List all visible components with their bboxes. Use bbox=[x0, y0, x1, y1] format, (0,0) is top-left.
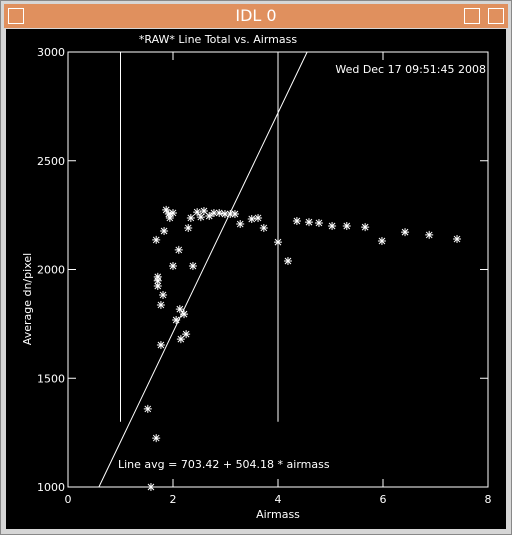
point bbox=[182, 330, 191, 339]
y-tick-label: 2000 bbox=[37, 264, 65, 277]
point bbox=[152, 235, 161, 244]
timestamp: Wed Dec 17 09:51:45 2008 bbox=[335, 63, 486, 76]
point bbox=[328, 222, 337, 230]
x-tick-label: 6 bbox=[380, 493, 387, 506]
maximize-button[interactable] bbox=[488, 8, 504, 24]
point bbox=[247, 215, 256, 224]
point bbox=[153, 282, 162, 291]
point bbox=[156, 300, 165, 309]
point bbox=[226, 210, 235, 219]
point bbox=[230, 210, 239, 219]
point bbox=[188, 262, 197, 271]
point bbox=[314, 218, 323, 227]
point bbox=[401, 228, 410, 237]
point bbox=[164, 210, 173, 219]
point bbox=[146, 483, 155, 491]
fit-annotation: Line avg = 703.42 + 504.18 * airmass bbox=[118, 458, 330, 471]
point bbox=[283, 257, 292, 266]
x-tick-label: 8 bbox=[485, 493, 492, 506]
minimize-button[interactable] bbox=[464, 8, 480, 24]
point bbox=[304, 218, 313, 227]
point bbox=[172, 315, 181, 324]
y-tick-label: 2500 bbox=[37, 155, 65, 168]
point bbox=[159, 290, 168, 299]
point bbox=[209, 208, 218, 217]
title-bar: IDL 0 bbox=[4, 4, 508, 28]
menu-button[interactable] bbox=[8, 8, 24, 24]
point bbox=[259, 223, 268, 232]
window-title: IDL 0 bbox=[235, 6, 277, 25]
point bbox=[199, 206, 208, 215]
point bbox=[153, 276, 162, 285]
point bbox=[165, 213, 174, 222]
point bbox=[193, 208, 202, 217]
y-axis-label: Average dn/pixel bbox=[21, 253, 34, 345]
y-tick-label: 1000 bbox=[37, 481, 65, 494]
point bbox=[254, 213, 263, 222]
x-tick-label: 0 bbox=[65, 493, 72, 506]
point bbox=[205, 211, 214, 220]
point bbox=[361, 223, 370, 232]
point bbox=[292, 216, 301, 225]
point bbox=[152, 434, 161, 443]
point bbox=[169, 208, 177, 217]
point bbox=[174, 245, 183, 254]
point bbox=[162, 205, 171, 214]
point bbox=[453, 235, 462, 244]
point bbox=[156, 340, 165, 349]
point bbox=[184, 223, 193, 232]
fit-line bbox=[98, 51, 308, 488]
point bbox=[274, 238, 282, 247]
y-tick-label: 3000 bbox=[37, 46, 65, 59]
point bbox=[220, 210, 229, 219]
chart-title: *RAW* Line Total vs. Airmass bbox=[139, 33, 297, 46]
y-tick-label: 1500 bbox=[37, 372, 65, 385]
point bbox=[180, 310, 189, 319]
x-tick-label: 2 bbox=[170, 493, 177, 506]
point bbox=[143, 404, 152, 413]
point bbox=[425, 230, 434, 239]
point bbox=[186, 213, 195, 222]
x-tick-label: 4 bbox=[275, 493, 282, 506]
chart: *RAW* Line Total vs. Airmass Wed Dec 17 … bbox=[6, 29, 506, 529]
point bbox=[342, 222, 351, 230]
x-axis-label: Airmass bbox=[256, 508, 300, 521]
point bbox=[169, 262, 177, 271]
point bbox=[176, 335, 185, 344]
point bbox=[236, 220, 245, 229]
point bbox=[160, 227, 169, 236]
point bbox=[377, 237, 386, 246]
point bbox=[215, 208, 224, 217]
point bbox=[196, 213, 205, 222]
point bbox=[175, 305, 184, 314]
